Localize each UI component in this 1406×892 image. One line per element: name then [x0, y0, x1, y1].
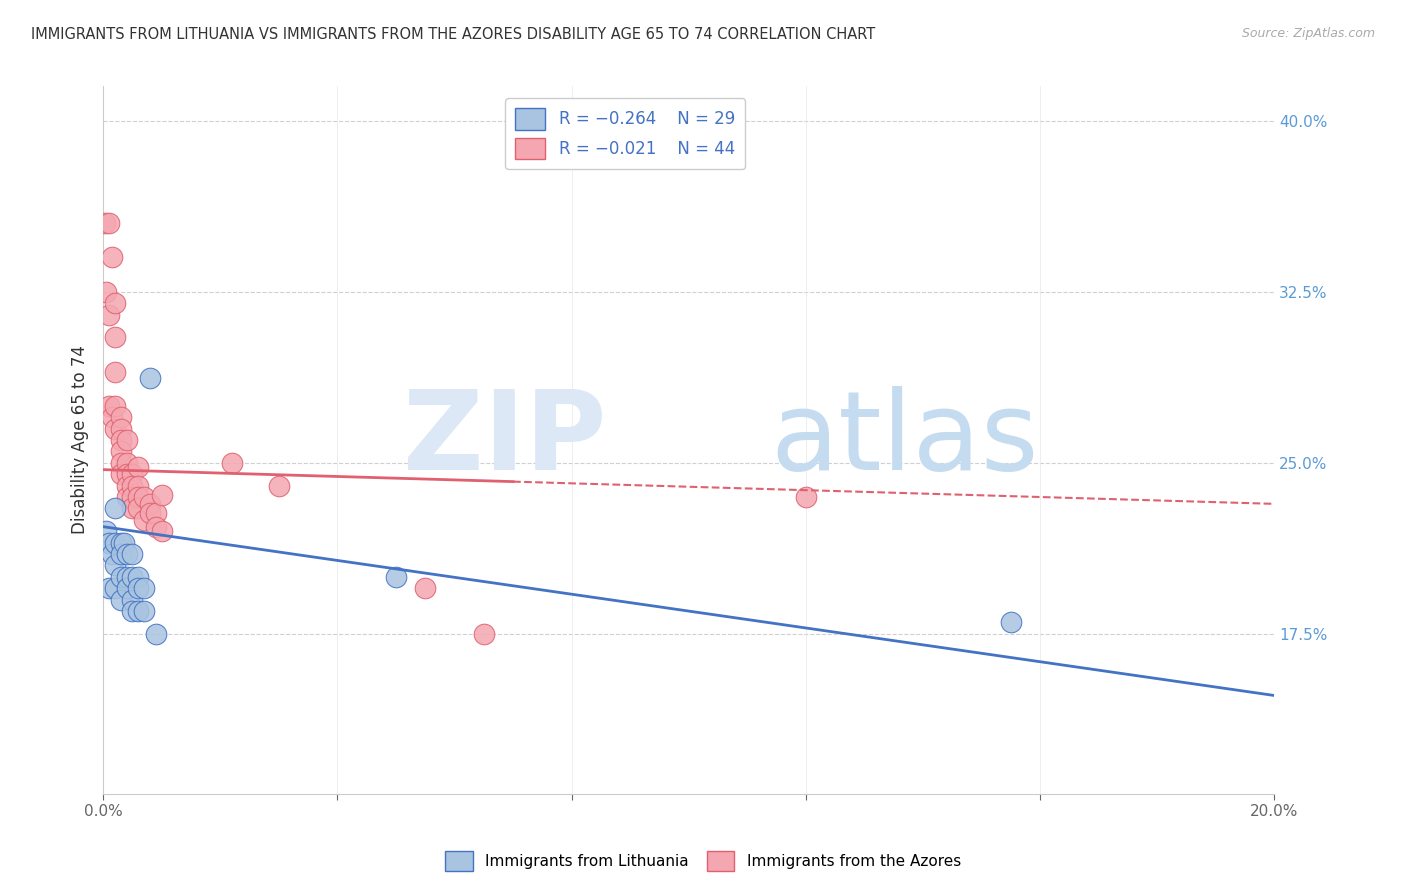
Point [127, 582, 149, 596]
Point [115, 433, 138, 447]
Point [104, 399, 127, 413]
Point [115, 456, 138, 470]
Point [127, 478, 149, 492]
Point [104, 330, 127, 344]
Point [139, 506, 162, 520]
Point [110, 535, 132, 549]
Point [101, 547, 124, 561]
Point [134, 604, 156, 618]
Point [134, 490, 156, 504]
Point [104, 535, 127, 549]
Point [134, 513, 156, 527]
Y-axis label: Disability Age 65 to 74: Disability Age 65 to 74 [72, 345, 89, 534]
Point [98, 216, 121, 230]
Point [121, 547, 143, 561]
Point [110, 421, 132, 435]
Legend: R = −0.264    N = 29, R = −0.021    N = 44: R = −0.264 N = 29, R = −0.021 N = 44 [505, 98, 745, 169]
Point [110, 592, 132, 607]
Point [115, 490, 138, 504]
Point [121, 592, 143, 607]
Text: ZIP: ZIP [404, 386, 607, 493]
Point [110, 456, 132, 470]
Point [127, 570, 149, 584]
Point [794, 490, 817, 504]
Point [98, 308, 121, 322]
Point [115, 582, 138, 596]
Point [121, 570, 143, 584]
Text: IMMIGRANTS FROM LITHUANIA VS IMMIGRANTS FROM THE AZORES DISABILITY AGE 65 TO 74 : IMMIGRANTS FROM LITHUANIA VS IMMIGRANTS … [31, 27, 875, 42]
Point [385, 570, 408, 584]
Point [104, 421, 127, 435]
Point [127, 460, 149, 475]
Point [110, 547, 132, 561]
Point [134, 582, 156, 596]
Point [101, 251, 124, 265]
Point [110, 444, 132, 458]
Point [472, 627, 495, 641]
Point [127, 604, 149, 618]
Point [101, 410, 124, 425]
Point [121, 604, 143, 618]
Point [104, 558, 127, 573]
Point [104, 501, 127, 516]
Point [267, 478, 290, 492]
Point [139, 497, 162, 511]
Point [98, 582, 121, 596]
Point [94, 216, 117, 230]
Point [110, 570, 132, 584]
Point [110, 433, 132, 447]
Point [121, 467, 143, 482]
Point [145, 506, 167, 520]
Point [98, 399, 121, 413]
Point [150, 488, 173, 502]
Point [121, 478, 143, 492]
Point [145, 627, 167, 641]
Point [1000, 615, 1022, 630]
Point [121, 501, 143, 516]
Point [145, 519, 167, 533]
Text: atlas: atlas [770, 386, 1039, 493]
Point [110, 467, 132, 482]
Point [115, 547, 138, 561]
Point [94, 524, 117, 539]
Point [94, 285, 117, 299]
Point [413, 582, 436, 596]
Point [115, 570, 138, 584]
Point [139, 371, 162, 385]
Point [104, 365, 127, 379]
Point [127, 490, 149, 504]
Point [110, 410, 132, 425]
Point [112, 535, 135, 549]
Point [221, 456, 243, 470]
Legend: Immigrants from Lithuania, Immigrants from the Azores: Immigrants from Lithuania, Immigrants fr… [439, 846, 967, 877]
Point [127, 501, 149, 516]
Point [150, 524, 173, 539]
Point [104, 582, 127, 596]
Point [115, 478, 138, 492]
Point [98, 535, 121, 549]
Point [121, 490, 143, 504]
Point [104, 296, 127, 310]
Text: Source: ZipAtlas.com: Source: ZipAtlas.com [1241, 27, 1375, 40]
Point [115, 467, 138, 482]
